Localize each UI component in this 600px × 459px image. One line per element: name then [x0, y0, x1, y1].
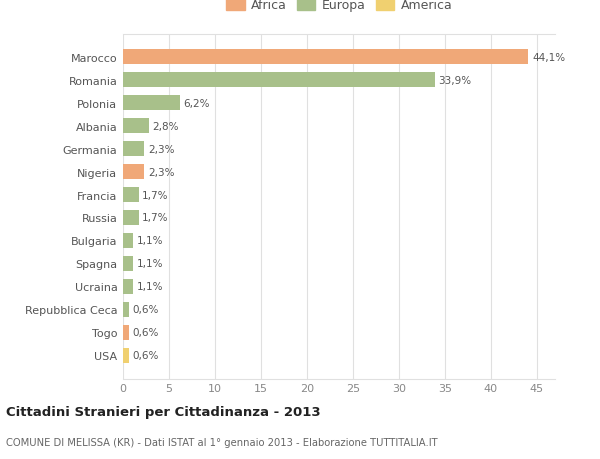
Bar — [123, 96, 180, 111]
Text: 44,1%: 44,1% — [532, 52, 565, 62]
Text: 1,1%: 1,1% — [137, 236, 163, 246]
Text: 1,1%: 1,1% — [137, 259, 163, 269]
Text: 2,3%: 2,3% — [148, 167, 175, 177]
Text: 2,3%: 2,3% — [148, 144, 175, 154]
Text: COMUNE DI MELISSA (KR) - Dati ISTAT al 1° gennaio 2013 - Elaborazione TUTTITALIA: COMUNE DI MELISSA (KR) - Dati ISTAT al 1… — [6, 437, 437, 447]
Bar — [123, 119, 149, 134]
Legend: Africa, Europa, America: Africa, Europa, America — [223, 0, 455, 14]
Text: 1,7%: 1,7% — [142, 213, 169, 223]
Bar — [123, 211, 139, 225]
Bar — [123, 302, 128, 317]
Bar — [123, 73, 434, 88]
Bar — [123, 280, 133, 294]
Bar — [123, 257, 133, 271]
Text: 1,1%: 1,1% — [137, 282, 163, 292]
Bar — [123, 348, 128, 363]
Text: Cittadini Stranieri per Cittadinanza - 2013: Cittadini Stranieri per Cittadinanza - 2… — [6, 405, 320, 419]
Text: 0,6%: 0,6% — [132, 328, 158, 338]
Text: 1,7%: 1,7% — [142, 190, 169, 200]
Text: 6,2%: 6,2% — [184, 98, 210, 108]
Bar — [123, 165, 144, 179]
Text: 33,9%: 33,9% — [438, 75, 472, 85]
Bar — [123, 50, 529, 65]
Text: 2,8%: 2,8% — [152, 121, 179, 131]
Bar — [123, 234, 133, 248]
Text: 0,6%: 0,6% — [132, 351, 158, 361]
Text: 0,6%: 0,6% — [132, 305, 158, 315]
Bar — [123, 142, 144, 157]
Bar — [123, 188, 139, 202]
Bar — [123, 325, 128, 340]
